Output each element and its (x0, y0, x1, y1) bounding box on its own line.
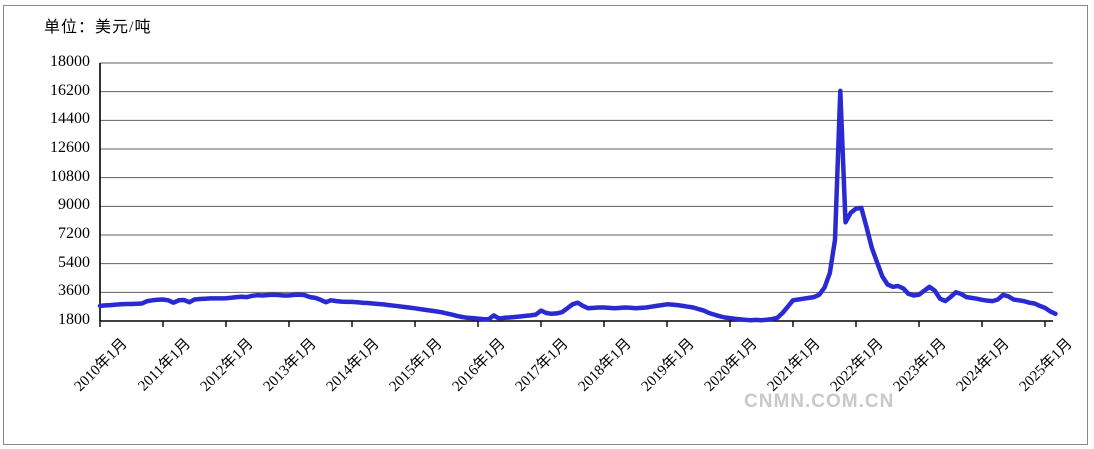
y-axis-label: 5400 (58, 253, 90, 271)
y-axis-label: 7200 (58, 225, 90, 242)
watermark: CNMN.COM.CN (744, 391, 895, 412)
y-axis-label: 14400 (50, 110, 90, 128)
y-axis-label: 1800 (58, 311, 90, 328)
y-axis-label: 18000 (50, 53, 90, 70)
y-axis-label: 12600 (50, 139, 90, 156)
price-line (97, 88, 1058, 323)
outer-frame (3, 5, 1088, 445)
unit-title: 单位：美元/吨 (44, 19, 152, 36)
y-axis-label: 16200 (50, 81, 90, 99)
y-axis-label: 3600 (58, 282, 90, 300)
y-axis-label: 10800 (50, 167, 90, 185)
y-axis-label: 9000 (58, 196, 90, 214)
